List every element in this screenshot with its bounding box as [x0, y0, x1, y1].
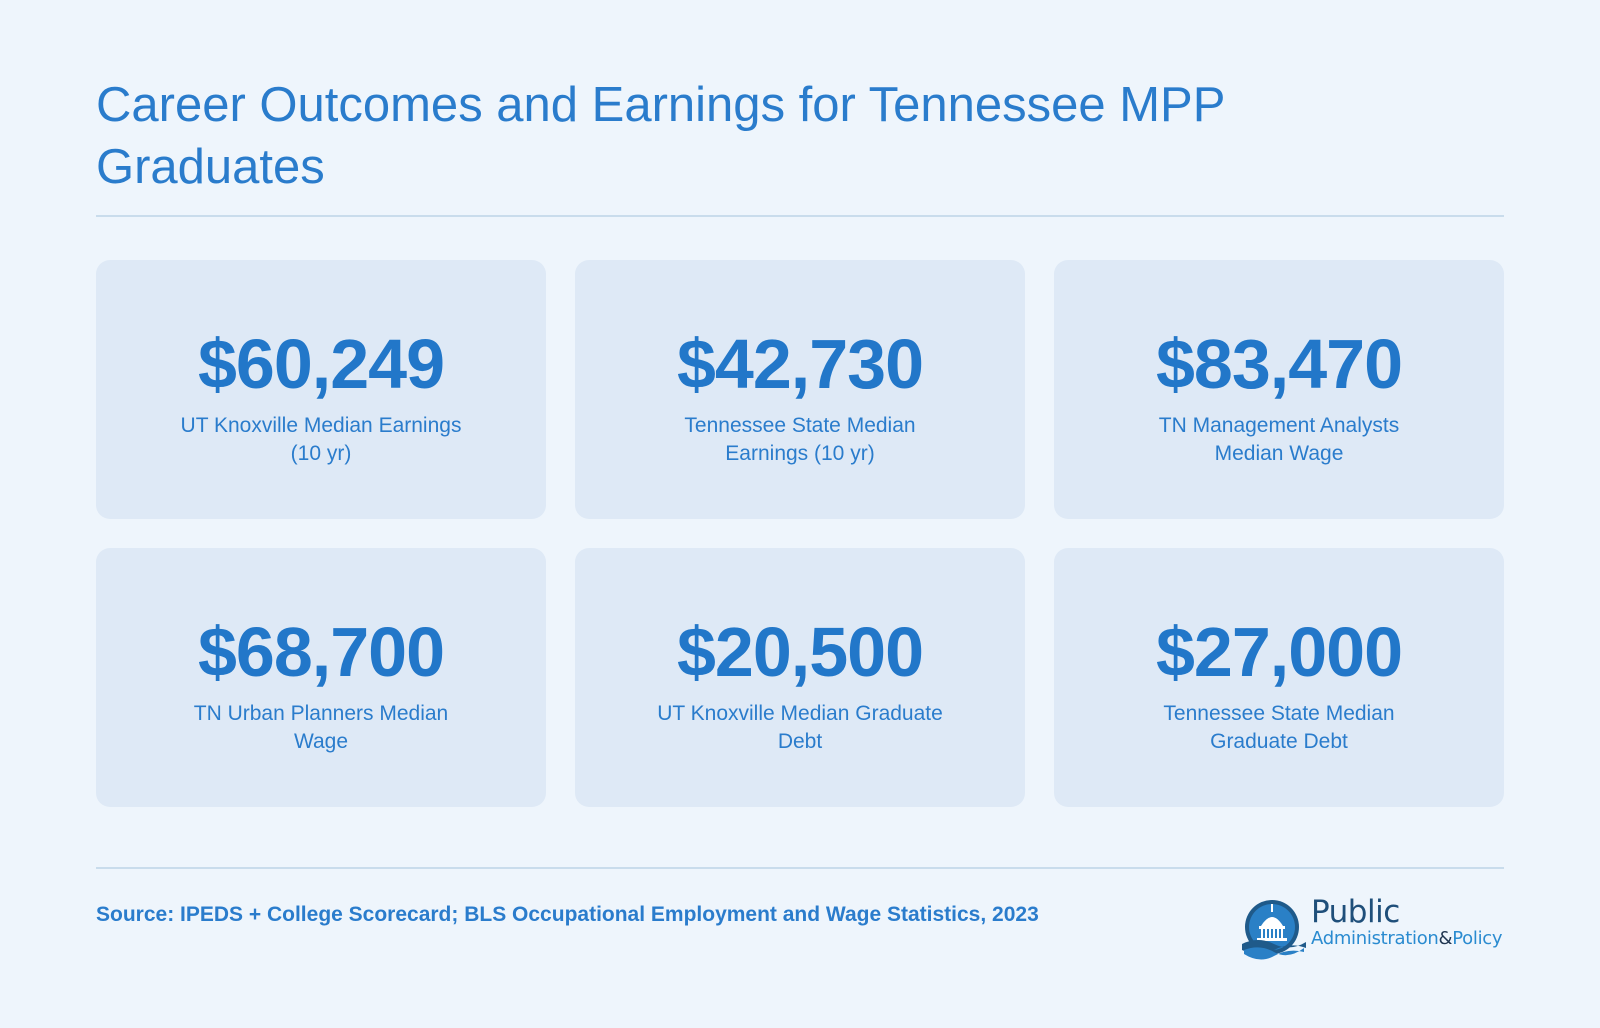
bottom-divider — [96, 867, 1504, 869]
stat-card: $42,730 Tennessee State Median Earnings … — [575, 260, 1025, 519]
brand-logo: Public Administration&Policy — [1242, 894, 1504, 962]
capitol-dome-icon — [1242, 900, 1306, 960]
stat-value: $60,249 — [197, 325, 445, 403]
top-divider — [96, 215, 1504, 217]
logo-word-public: Public — [1311, 894, 1400, 930]
source-note: Source: IPEDS + College Scorecard; BLS O… — [96, 903, 1039, 926]
logo-word-policy: Policy — [1452, 928, 1503, 949]
stat-value: $42,730 — [676, 325, 924, 403]
stat-value: $68,700 — [197, 613, 445, 691]
stat-label: UT Knoxville Median Earnings (10 yr) — [180, 414, 462, 465]
stat-label: Tennessee State Median Earnings (10 yr) — [684, 414, 916, 465]
logo-ampersand: & — [1438, 928, 1453, 949]
logo-word-administration: Administration — [1311, 928, 1439, 949]
stat-label: TN Management Analysts Median Wage — [1158, 414, 1400, 465]
page-title: Career Outcomes and Earnings for Tenness… — [96, 78, 1225, 194]
stat-card: $20,500 UT Knoxville Median Graduate Deb… — [575, 548, 1025, 807]
stat-card: $27,000 Tennessee State Median Graduate … — [1054, 548, 1504, 807]
stat-label: UT Knoxville Median Graduate Debt — [657, 702, 943, 753]
stat-label: Tennessee State Median Graduate Debt — [1163, 702, 1395, 753]
stat-label: TN Urban Planners Median Wage — [193, 702, 449, 753]
stat-card: $68,700 TN Urban Planners Median Wage — [96, 548, 546, 807]
stat-card: $60,249 UT Knoxville Median Earnings (10… — [96, 260, 546, 519]
logo-subtitle: Administration&Policy — [1311, 928, 1503, 949]
stat-value: $27,000 — [1155, 613, 1403, 691]
stat-value: $83,470 — [1155, 325, 1403, 403]
stats-grid: $60,249 UT Knoxville Median Earnings (10… — [96, 260, 1504, 807]
stat-card: $83,470 TN Management Analysts Median Wa… — [1054, 260, 1504, 519]
stat-value: $20,500 — [676, 613, 924, 691]
